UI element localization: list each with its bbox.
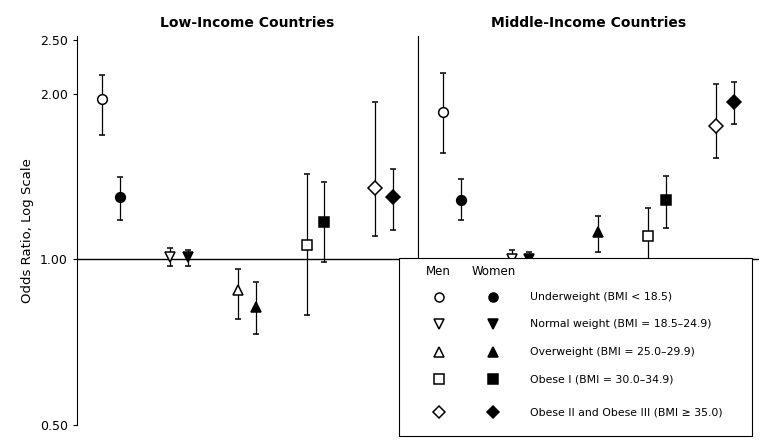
Text: Obese I (BMI = 30.0–34.9): Obese I (BMI = 30.0–34.9) [530,375,673,384]
Title: Middle-Income Countries: Middle-Income Countries [491,17,686,30]
Text: Underweight (BMI < 18.5): Underweight (BMI < 18.5) [530,292,672,302]
Text: Obese II and Obese III (BMI ≥ 35.0): Obese II and Obese III (BMI ≥ 35.0) [530,407,723,417]
Text: Women: Women [471,265,515,278]
Text: Normal weight (BMI = 18.5–24.9): Normal weight (BMI = 18.5–24.9) [530,320,711,329]
Y-axis label: Odds Ratio, Log Scale: Odds Ratio, Log Scale [21,158,34,303]
Title: Low-Income Countries: Low-Income Countries [160,17,334,30]
Text: Men: Men [426,265,451,278]
Text: Overweight (BMI = 25.0–29.9): Overweight (BMI = 25.0–29.9) [530,347,695,357]
